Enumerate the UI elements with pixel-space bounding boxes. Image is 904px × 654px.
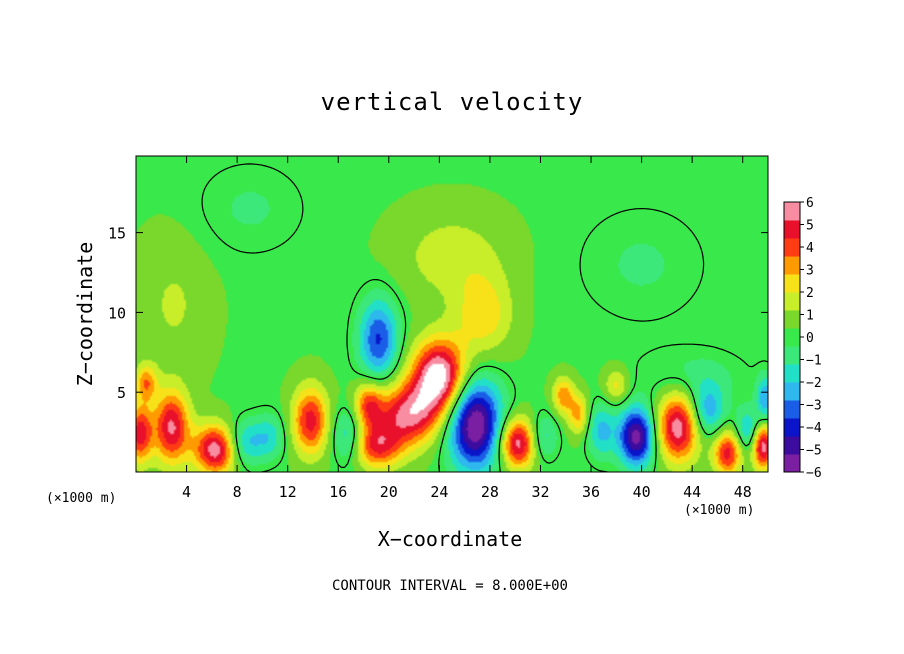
colorbar-tick-label: −2 (806, 376, 822, 391)
colorbar-tick-label: −1 (806, 354, 822, 369)
colorbar-tick-label: −6 (806, 466, 822, 481)
x-tick-label: 8 (233, 483, 242, 501)
heatmap-image (136, 156, 768, 472)
x-axis-label: X−coordinate (377, 527, 523, 551)
x-tick-label: 32 (531, 483, 549, 501)
colorbar-tick-label: 2 (806, 286, 814, 301)
colorbar-swatch (784, 382, 800, 401)
heatmap-field (136, 156, 768, 472)
plot-frame (135, 155, 769, 473)
colorbar-swatch (784, 220, 800, 239)
colorbar-tick-label: 1 (806, 309, 814, 324)
colorbar-swatch (784, 274, 800, 293)
colorbar-tick-label: 3 (806, 264, 814, 279)
colorbar-swatch (784, 364, 800, 383)
y-tick-label: 15 (108, 225, 126, 243)
colorbar-swatch (784, 436, 800, 455)
x-tick-label: 44 (683, 483, 701, 501)
x-tick-label: 16 (329, 483, 347, 501)
x-tick-label: 4 (182, 483, 191, 501)
x-tick-label: 36 (582, 483, 600, 501)
x-tick-label: 40 (633, 483, 651, 501)
colorbar-swatch (784, 418, 800, 437)
colorbar-swatch (784, 400, 800, 419)
y-tick-label: 10 (108, 304, 126, 322)
colorbar-tick-label: 5 (806, 219, 814, 234)
y-axis-ticks: 5 10 15 (108, 225, 768, 402)
colorbar-swatch (784, 256, 800, 275)
colorbar-tick-label: 6 (806, 196, 814, 211)
colorbar-swatch (784, 454, 800, 473)
colorbar-swatch (784, 202, 800, 221)
x-tick-label: 12 (279, 483, 297, 501)
colorbar-swatch (784, 310, 800, 329)
chart-title: vertical velocity (320, 88, 584, 116)
colorbar-swatch (784, 346, 800, 365)
x-unit-label-right: (×1000 m) (684, 503, 755, 518)
x-tick-label: 48 (734, 483, 752, 501)
x-tick-label: 28 (481, 483, 499, 501)
y-axis-label: Z−coordinate (73, 242, 97, 387)
x-tick-label: 20 (380, 483, 398, 501)
y-tick-label: 5 (117, 384, 126, 402)
x-unit-label-left: (×1000 m) (46, 491, 117, 506)
colorbar: 6 5 4 3 2 1 0 −1 −2 −3 −4 −5 −6 (783, 196, 822, 481)
contour-interval-note: CONTOUR INTERVAL = 8.000E+00 (331, 578, 568, 594)
contour-line (201, 163, 769, 473)
x-tick-label: 24 (430, 483, 448, 501)
colorbar-swatch (784, 238, 800, 257)
colorbar-swatch (784, 292, 800, 311)
colorbar-tick-label: 4 (806, 241, 814, 256)
colorbar-tick-label: −3 (806, 399, 822, 414)
x-axis-ticks: 4 8 12 16 20 24 28 32 36 40 44 48 (182, 156, 752, 501)
colorbar-tick-label: 0 (806, 331, 814, 346)
colorbar-tick-label: −5 (806, 444, 822, 459)
colorbar-swatch (784, 328, 800, 347)
contour-lines (201, 163, 769, 473)
colorbar-tick-label: −4 (806, 421, 822, 436)
